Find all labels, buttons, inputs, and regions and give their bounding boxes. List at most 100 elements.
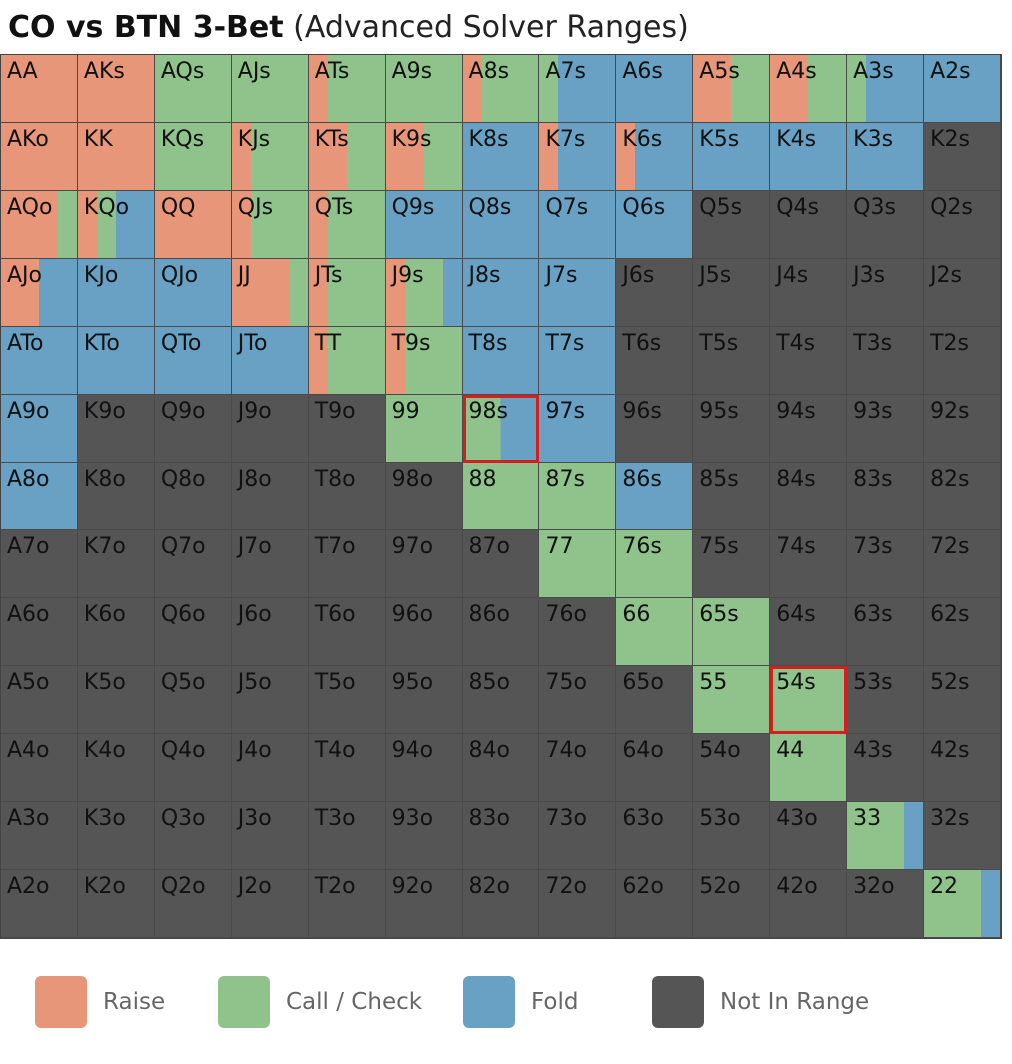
hand-cell-JJ[interactable]: JJ: [231, 258, 309, 327]
hand-cell-52o[interactable]: 52o: [693, 870, 771, 938]
hand-cell-T9s[interactable]: T9s: [385, 326, 463, 395]
hand-cell-97s[interactable]: 97s: [539, 394, 617, 463]
hand-cell-KQo[interactable]: KQo: [77, 190, 155, 259]
hand-cell-77[interactable]: 77: [539, 530, 617, 599]
hand-cell-J5o[interactable]: J5o: [231, 666, 309, 735]
hand-cell-ATs[interactable]: ATs: [308, 55, 386, 123]
hand-cell-K6s[interactable]: K6s: [616, 122, 694, 191]
hand-cell-Q8o[interactable]: Q8o: [154, 462, 232, 531]
hand-cell-98o[interactable]: 98o: [385, 462, 463, 531]
hand-cell-A7o[interactable]: A7o: [1, 530, 78, 599]
hand-cell-J6s[interactable]: J6s: [616, 258, 694, 327]
hand-cell-J5s[interactable]: J5s: [693, 258, 771, 327]
hand-cell-K9o[interactable]: K9o: [77, 394, 155, 463]
hand-cell-54s[interactable]: 54s: [770, 666, 848, 735]
hand-cell-92s[interactable]: 92s: [924, 394, 1001, 463]
hand-cell-72o[interactable]: 72o: [539, 870, 617, 938]
hand-cell-KTo[interactable]: KTo: [77, 326, 155, 395]
hand-cell-54o[interactable]: 54o: [693, 734, 771, 803]
hand-cell-43o[interactable]: 43o: [770, 802, 848, 871]
hand-cell-62s[interactable]: 62s: [924, 598, 1001, 667]
hand-cell-42s[interactable]: 42s: [924, 734, 1001, 803]
hand-cell-T7o[interactable]: T7o: [308, 530, 386, 599]
hand-cell-Q3o[interactable]: Q3o: [154, 802, 232, 871]
hand-cell-K8s[interactable]: K8s: [462, 122, 540, 191]
hand-cell-T7s[interactable]: T7s: [539, 326, 617, 395]
hand-cell-65s[interactable]: 65s: [693, 598, 771, 667]
hand-cell-T4s[interactable]: T4s: [770, 326, 848, 395]
hand-cell-K4o[interactable]: K4o: [77, 734, 155, 803]
hand-cell-T5o[interactable]: T5o: [308, 666, 386, 735]
hand-cell-93o[interactable]: 93o: [385, 802, 463, 871]
hand-cell-96o[interactable]: 96o: [385, 598, 463, 667]
hand-cell-T8o[interactable]: T8o: [308, 462, 386, 531]
hand-cell-Q2o[interactable]: Q2o: [154, 870, 232, 938]
hand-cell-65o[interactable]: 65o: [616, 666, 694, 735]
hand-cell-QTs[interactable]: QTs: [308, 190, 386, 259]
hand-cell-A8o[interactable]: A8o: [1, 462, 78, 531]
hand-cell-Q2s[interactable]: Q2s: [924, 190, 1001, 259]
hand-cell-84s[interactable]: 84s: [770, 462, 848, 531]
hand-cell-Q8s[interactable]: Q8s: [462, 190, 540, 259]
hand-cell-K8o[interactable]: K8o: [77, 462, 155, 531]
hand-cell-KJs[interactable]: KJs: [231, 122, 309, 191]
hand-cell-63o[interactable]: 63o: [616, 802, 694, 871]
hand-cell-J9o[interactable]: J9o: [231, 394, 309, 463]
hand-cell-K7o[interactable]: K7o: [77, 530, 155, 599]
hand-cell-85s[interactable]: 85s: [693, 462, 771, 531]
hand-cell-92o[interactable]: 92o: [385, 870, 463, 938]
hand-cell-A5s[interactable]: A5s: [693, 55, 771, 123]
hand-cell-T5s[interactable]: T5s: [693, 326, 771, 395]
hand-cell-A9s[interactable]: A9s: [385, 55, 463, 123]
hand-cell-A7s[interactable]: A7s: [539, 55, 617, 123]
hand-cell-K2s[interactable]: K2s: [924, 122, 1001, 191]
hand-cell-K5s[interactable]: K5s: [693, 122, 771, 191]
hand-cell-AA[interactable]: AA: [1, 55, 78, 123]
hand-cell-Q3s[interactable]: Q3s: [847, 190, 925, 259]
hand-cell-85o[interactable]: 85o: [462, 666, 540, 735]
hand-cell-74s[interactable]: 74s: [770, 530, 848, 599]
hand-cell-22[interactable]: 22: [924, 870, 1001, 938]
hand-cell-64o[interactable]: 64o: [616, 734, 694, 803]
hand-cell-33[interactable]: 33: [847, 802, 925, 871]
hand-cell-62o[interactable]: 62o: [616, 870, 694, 938]
hand-cell-95o[interactable]: 95o: [385, 666, 463, 735]
hand-cell-Q7s[interactable]: Q7s: [539, 190, 617, 259]
hand-cell-Q5o[interactable]: Q5o: [154, 666, 232, 735]
hand-cell-QQ[interactable]: QQ: [154, 190, 232, 259]
hand-cell-J3s[interactable]: J3s: [847, 258, 925, 327]
hand-cell-52s[interactable]: 52s: [924, 666, 1001, 735]
hand-cell-A4s[interactable]: A4s: [770, 55, 848, 123]
hand-cell-73o[interactable]: 73o: [539, 802, 617, 871]
hand-cell-53o[interactable]: 53o: [693, 802, 771, 871]
hand-cell-74o[interactable]: 74o: [539, 734, 617, 803]
hand-cell-AQo[interactable]: AQo: [1, 190, 78, 259]
hand-cell-JTo[interactable]: JTo: [231, 326, 309, 395]
hand-cell-94o[interactable]: 94o: [385, 734, 463, 803]
hand-cell-K6o[interactable]: K6o: [77, 598, 155, 667]
hand-cell-75s[interactable]: 75s: [693, 530, 771, 599]
hand-cell-A5o[interactable]: A5o: [1, 666, 78, 735]
hand-cell-T2s[interactable]: T2s: [924, 326, 1001, 395]
hand-cell-QTo[interactable]: QTo: [154, 326, 232, 395]
hand-cell-72s[interactable]: 72s: [924, 530, 1001, 599]
hand-cell-A3o[interactable]: A3o: [1, 802, 78, 871]
hand-cell-K7s[interactable]: K7s: [539, 122, 617, 191]
hand-cell-JTs[interactable]: JTs: [308, 258, 386, 327]
hand-cell-J4o[interactable]: J4o: [231, 734, 309, 803]
hand-cell-76s[interactable]: 76s: [616, 530, 694, 599]
hand-cell-99[interactable]: 99: [385, 394, 463, 463]
hand-cell-T3s[interactable]: T3s: [847, 326, 925, 395]
hand-cell-83o[interactable]: 83o: [462, 802, 540, 871]
hand-cell-94s[interactable]: 94s: [770, 394, 848, 463]
hand-cell-T2o[interactable]: T2o: [308, 870, 386, 938]
hand-cell-76o[interactable]: 76o: [539, 598, 617, 667]
hand-cell-A2o[interactable]: A2o: [1, 870, 78, 938]
hand-cell-32s[interactable]: 32s: [924, 802, 1001, 871]
hand-cell-T6o[interactable]: T6o: [308, 598, 386, 667]
hand-cell-Q4o[interactable]: Q4o: [154, 734, 232, 803]
hand-cell-A3s[interactable]: A3s: [847, 55, 925, 123]
hand-cell-QJo[interactable]: QJo: [154, 258, 232, 327]
hand-cell-J9s[interactable]: J9s: [385, 258, 463, 327]
hand-cell-75o[interactable]: 75o: [539, 666, 617, 735]
